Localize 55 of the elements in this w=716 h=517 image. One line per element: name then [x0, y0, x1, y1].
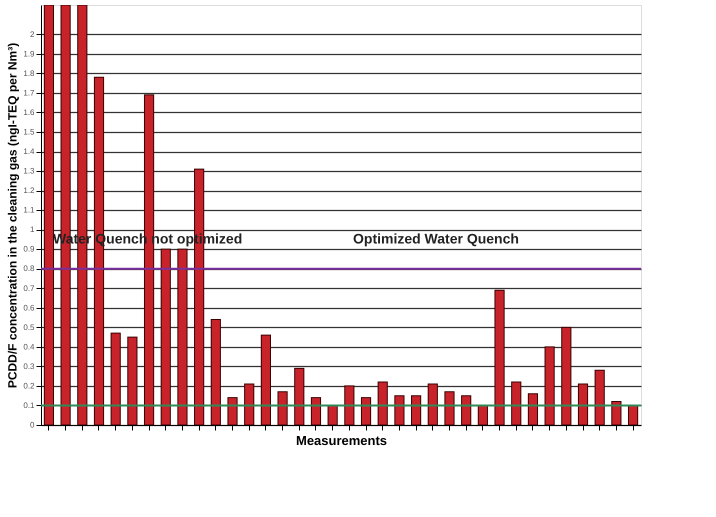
- y-axis-title: PCDD/F concentration in the cleaning gas (ngI-TEQ per Nm³): [5, 42, 20, 388]
- bar: [428, 383, 438, 425]
- bar: [127, 336, 138, 425]
- bar: [210, 319, 221, 425]
- y-tick-label: 2: [30, 30, 36, 39]
- y-tick-label: 1.9: [23, 49, 36, 58]
- bar: [394, 395, 405, 425]
- y-tick-label: 0.7: [23, 284, 36, 293]
- y-tick-label: 0.4: [23, 342, 36, 352]
- bar: [110, 332, 121, 425]
- bar: [544, 346, 555, 425]
- y-tick-label: 1.2: [23, 186, 36, 196]
- y-tick-label: 0.3: [23, 362, 36, 371]
- y-tick-label: 0.8: [23, 264, 36, 274]
- y-tick-label: 1.7: [23, 88, 36, 98]
- y-tick-label: 1.4: [23, 147, 36, 156]
- bar: [44, 5, 54, 425]
- bar: [294, 368, 304, 425]
- bar: [360, 397, 372, 425]
- bar: [628, 404, 638, 425]
- y-tick-label: 1.6: [23, 108, 36, 117]
- bar: [444, 391, 455, 425]
- bar: [260, 334, 271, 425]
- bar: [227, 397, 238, 425]
- y-tick-label: 0: [30, 420, 36, 430]
- y-tick-label: 0.2: [23, 381, 36, 390]
- bar: [594, 370, 605, 425]
- y-tick-label: 1.3: [23, 166, 36, 176]
- bar: [411, 395, 422, 425]
- annotation: Optimized Water Quench: [353, 230, 519, 246]
- x-axis-title: Measurements: [296, 433, 388, 448]
- y-tick-label: 1.8: [23, 68, 36, 78]
- bar: [561, 326, 572, 425]
- bar: [511, 382, 522, 425]
- bar: [244, 383, 254, 425]
- bar: [378, 382, 388, 425]
- bar: [528, 393, 538, 425]
- y-tick-label: 0.5: [23, 322, 36, 332]
- y-tick-label: 1: [30, 225, 36, 234]
- y-tick-label: 0.6: [23, 303, 36, 312]
- bar: [328, 404, 338, 425]
- bar: [578, 383, 588, 425]
- y-tick-label: 1.1: [23, 206, 36, 215]
- bar: [310, 397, 322, 425]
- bar: [177, 248, 188, 425]
- bar: [277, 391, 288, 425]
- y-tick-label: 1.5: [23, 127, 36, 136]
- y-tick-label: 0.1: [23, 400, 36, 410]
- bar: [461, 395, 472, 425]
- bar: [611, 401, 622, 425]
- bar: [478, 404, 488, 425]
- y-tick-label: 0.9: [23, 244, 36, 254]
- bar: [494, 290, 505, 425]
- bar: [344, 385, 354, 425]
- bar: [160, 248, 171, 425]
